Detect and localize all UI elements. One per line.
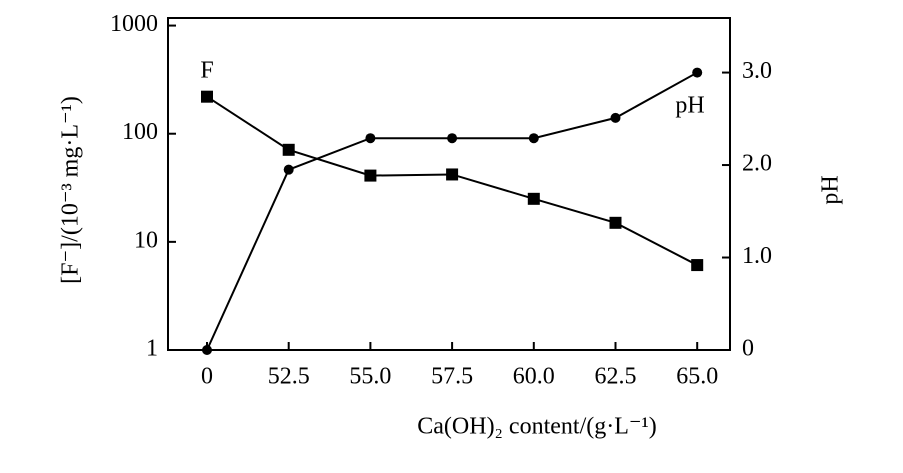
y2-tick-label: 2.0: [742, 151, 772, 177]
square-marker: [609, 216, 622, 229]
square-marker: [282, 143, 295, 156]
square-marker: [364, 169, 377, 182]
x-tick-label: 65.0: [676, 364, 718, 390]
series-line: [206, 95, 698, 266]
x-tick-label: 55.0: [349, 364, 391, 390]
annotation: F: [200, 58, 213, 84]
circle-marker: [365, 133, 376, 144]
circle-marker: [202, 345, 212, 355]
y-tick-label: 1000: [110, 11, 158, 37]
x-tick-label: 57.5: [431, 364, 473, 390]
square-marker: [446, 168, 459, 181]
x-tick-label: 62.5: [595, 364, 637, 390]
y-tick-label: 10: [134, 227, 158, 253]
y2-tick-label: 1.0: [742, 243, 772, 269]
square-marker: [527, 192, 540, 205]
plot-frame: [167, 17, 731, 351]
circle-marker: [692, 67, 703, 78]
y-tick-label: 1: [146, 336, 158, 362]
y-axis-label: [F⁻]/(10⁻³ mg·L⁻¹): [58, 96, 84, 284]
circle-marker: [528, 133, 539, 144]
circle-marker: [610, 112, 621, 123]
x-tick-label: 52.5: [268, 364, 310, 390]
square-marker: [691, 259, 704, 272]
annotation: pH: [675, 93, 704, 119]
x-tick-label: 60.0: [513, 364, 555, 390]
y-tick-label: 100: [122, 119, 158, 145]
circle-marker: [447, 133, 458, 144]
square-marker: [201, 90, 213, 103]
y2-tick-label: 3.0: [742, 58, 772, 84]
x-tick-label: 0: [201, 364, 213, 390]
y2-tick-label: 0: [742, 336, 754, 362]
y2-axis-label: pH: [818, 175, 844, 204]
circle-marker: [283, 164, 294, 175]
series-line: [206, 71, 698, 351]
x-axis-label: Ca(OH)₂ content/(g·L⁻¹): [417, 414, 656, 440]
